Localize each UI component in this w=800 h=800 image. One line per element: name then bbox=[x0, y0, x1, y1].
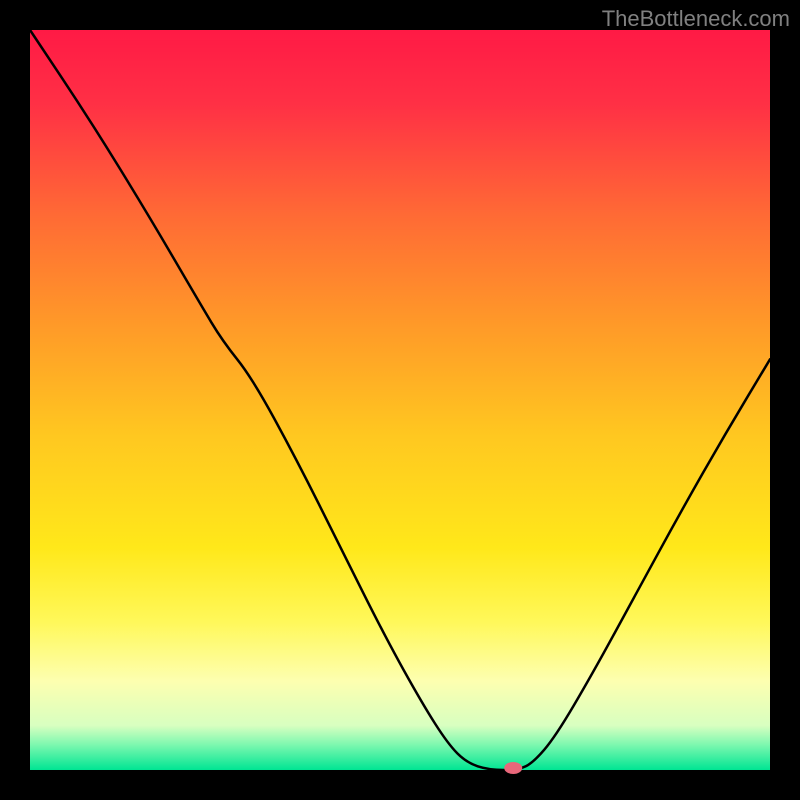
chart-plot-area bbox=[30, 30, 770, 770]
watermark-text: TheBottleneck.com bbox=[602, 6, 790, 32]
bottleneck-chart bbox=[0, 0, 800, 800]
optimal-point-marker bbox=[504, 762, 522, 774]
